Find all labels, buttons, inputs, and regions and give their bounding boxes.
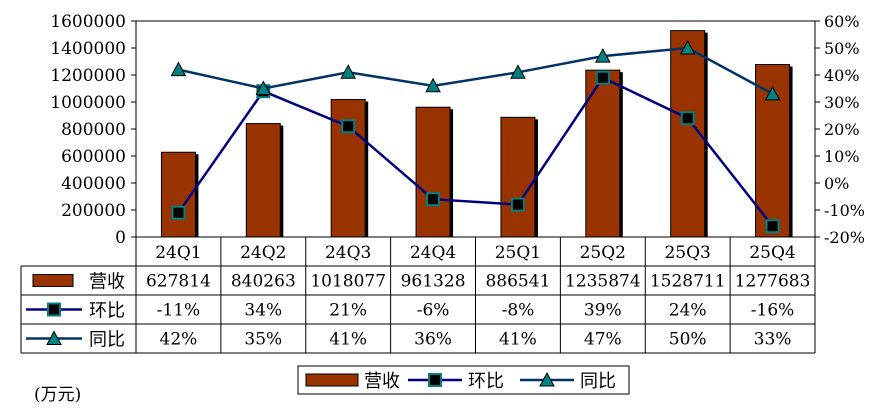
category-label: 24Q1 (155, 243, 201, 263)
table-cell: 50% (669, 330, 707, 350)
right-tick-label: -20% (824, 228, 865, 247)
ratio-lines (170, 39, 781, 234)
legend: 营收 环比 同比 (297, 365, 630, 395)
revenue-bar (415, 106, 451, 238)
yoy-marker (170, 61, 187, 77)
data-table: 24Q1 24Q2 24Q3 24Q4 25Q1 25Q2 25Q3 25Q4 营收 627814… (20, 236, 816, 354)
table-cell: 42% (160, 330, 198, 350)
table-cell: 840263 (231, 272, 296, 292)
table-cell: 1528711 (650, 272, 726, 292)
mom-marker (341, 119, 356, 134)
yoy-marker (764, 85, 781, 101)
mom-marker (426, 192, 441, 207)
legend-label: 同比 (580, 371, 616, 392)
right-tick-label: 0% (824, 174, 849, 193)
category-label: 25Q1 (495, 243, 541, 263)
right-tick-label: 20% (824, 120, 860, 139)
right-tick-label: 10% (824, 147, 860, 166)
yoy-marker (679, 39, 696, 55)
left-tick-label: 0 (115, 228, 126, 248)
table-cell: 41% (329, 330, 367, 350)
table-cell: -16% (751, 301, 795, 321)
table-cell: 1018077 (310, 272, 386, 292)
revenue-bar (500, 116, 536, 238)
table-cell: 33% (754, 330, 792, 350)
table-cell: 36% (414, 330, 452, 350)
yoy-marker (46, 330, 62, 345)
mom-marker (680, 111, 695, 126)
right-tick-label: -10% (824, 201, 865, 220)
table-cell: 886541 (485, 272, 550, 292)
revenue-bar (585, 69, 621, 238)
mom-marker (171, 205, 186, 220)
legend-label: 营收 (364, 371, 400, 392)
mom-marker (595, 70, 610, 85)
mom-marker (510, 197, 525, 212)
category-label: 24Q4 (410, 243, 456, 263)
table-row-label: 同比 (89, 330, 125, 351)
yoy-marker (594, 48, 611, 63)
left-tick-label: 1000000 (50, 93, 126, 113)
right-tick-label: 40% (824, 66, 860, 85)
mom-marker (47, 302, 61, 317)
left-tick-label: 1600000 (50, 12, 126, 32)
left-tick-label: 600000 (61, 147, 126, 167)
table-cell: 47% (584, 330, 622, 350)
left-tick-label: 400000 (61, 174, 126, 194)
table-cell: 961328 (401, 272, 466, 292)
table-key-revenue (32, 274, 74, 287)
yoy-line (178, 46, 774, 95)
category-label: 25Q3 (664, 243, 710, 263)
yoy-marker (340, 64, 357, 79)
left-tick-label: 1200000 (50, 66, 126, 86)
table-cell: 627814 (146, 272, 211, 292)
table-cell: 21% (329, 301, 367, 321)
mom-marker (428, 373, 442, 387)
category-label: 24Q3 (325, 243, 371, 263)
right-tick-label: 60% (824, 12, 860, 31)
legend-key-revenue (305, 373, 359, 387)
table-cell: -8% (502, 301, 535, 321)
table-row-label: 营收 (89, 272, 125, 293)
category-label: 25Q2 (580, 243, 626, 263)
left-tick-label: 800000 (61, 120, 126, 140)
table-cell: 39% (584, 301, 622, 321)
yoy-marker (425, 77, 441, 93)
right-tick-label: 50% (824, 39, 860, 58)
table-cell: 1235874 (565, 272, 641, 292)
left-axis-ticks: 0 200000 400000 600000 800000 1000000 1200000 1… (50, 12, 136, 248)
right-tick-label: 30% (824, 93, 860, 112)
category-label: 24Q2 (240, 243, 286, 263)
mom-line (177, 76, 774, 227)
mom-marker (765, 219, 780, 234)
table-row-label: 环比 (89, 301, 125, 322)
table-cell: -11% (157, 301, 201, 321)
left-tick-label: 200000 (61, 201, 126, 221)
unit-note: (万元) (34, 385, 81, 405)
legend-label: 环比 (468, 371, 504, 392)
table-cell: 1277683 (735, 272, 811, 292)
table-cell: 41% (499, 330, 537, 350)
yoy-marker (255, 80, 272, 95)
category-label: 25Q4 (749, 243, 795, 263)
revenue-bars (160, 30, 793, 238)
table-cell: 24% (669, 301, 707, 321)
table-cell: -6% (417, 301, 450, 321)
left-tick-label: 1400000 (50, 39, 126, 59)
right-axis-ticks: -20% -10% 0% 10% 20% 30% 40% 50% 60% (815, 12, 865, 247)
revenue-bar (245, 123, 281, 238)
yoy-marker (510, 64, 526, 79)
yoy-marker (539, 371, 555, 387)
table-cell: 34% (244, 301, 282, 321)
table-cell: 35% (244, 330, 282, 350)
